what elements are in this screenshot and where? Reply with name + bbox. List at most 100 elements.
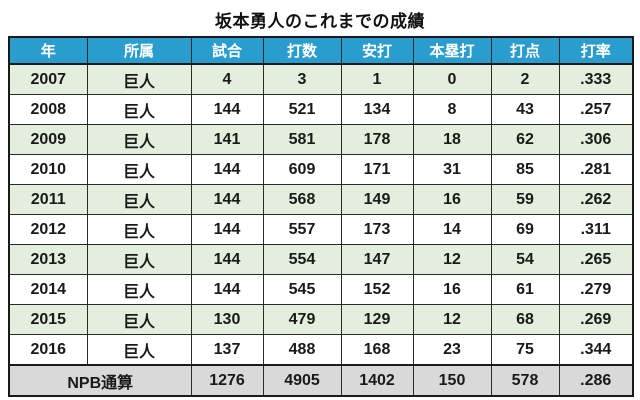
homers-cell: 23	[412, 334, 492, 366]
games-cell: 130	[190, 304, 264, 335]
team-cell: 巨人	[86, 124, 192, 155]
header-homers: 本塁打	[412, 36, 492, 65]
header-row: 年 所属 試合 打数 安打 本塁打 打点 打率	[8, 36, 634, 65]
games-cell: 144	[190, 184, 264, 215]
atbats-cell: 3	[262, 63, 342, 95]
year-cell: 2009	[8, 124, 88, 155]
hits-cell: 147	[340, 244, 414, 275]
team-cell: 巨人	[86, 334, 192, 366]
table-row: 2010 巨人 144 609 171 31 85.281	[8, 154, 634, 185]
average-cell: .286	[558, 364, 634, 397]
team-cell: 巨人	[86, 94, 192, 125]
table-row: 2007 巨人 4 3 1 0 2.333	[8, 63, 634, 95]
year-cell: 2016	[8, 334, 88, 366]
rbis-cell: 69	[490, 214, 560, 245]
average-cell: .269	[558, 304, 634, 335]
homers-cell: 18	[412, 124, 492, 155]
team-cell: 巨人	[86, 154, 192, 185]
hits-cell: 152	[340, 274, 414, 305]
rbis-cell: 62	[490, 124, 560, 155]
team-cell: 巨人	[86, 274, 192, 305]
homers-cell: 14	[412, 214, 492, 245]
average-cell: .265	[558, 244, 634, 275]
total-label: NPB通算	[8, 364, 192, 397]
header-team: 所属	[86, 36, 192, 65]
atbats-cell: 4905	[262, 364, 342, 397]
hits-cell: 1402	[340, 364, 414, 397]
homers-cell: 16	[412, 184, 492, 215]
atbats-cell: 609	[262, 154, 342, 185]
page-title: 坂本勇人のこれまでの成績	[215, 12, 425, 31]
games-cell: 1276	[190, 364, 264, 397]
table-body: 2007 巨人 4 3 1 0 2.333 2008 巨人 144 521 134 8 43.257 200…	[8, 63, 634, 397]
rbis-cell: 75	[490, 334, 560, 366]
team-cell: 巨人	[86, 214, 192, 245]
hits-cell: 134	[340, 94, 414, 125]
rbis-cell: 578	[490, 364, 560, 397]
average-cell: .306	[558, 124, 634, 155]
games-cell: 144	[190, 214, 264, 245]
homers-cell: 0	[412, 63, 492, 95]
year-cell: 2010	[8, 154, 88, 185]
atbats-cell: 581	[262, 124, 342, 155]
games-cell: 4	[190, 63, 264, 95]
year-cell: 2012	[8, 214, 88, 245]
table-row: 2013 巨人 144 554 147 12 54.265	[8, 244, 634, 275]
rbis-cell: 54	[490, 244, 560, 275]
rbis-cell: 43	[490, 94, 560, 125]
atbats-cell: 521	[262, 94, 342, 125]
year-cell: 2008	[8, 94, 88, 125]
homers-cell: 12	[412, 304, 492, 335]
average-cell: .311	[558, 214, 634, 245]
header-year: 年	[8, 36, 88, 65]
hits-cell: 171	[340, 154, 414, 185]
average-cell: .333	[558, 63, 634, 95]
header-games: 試合	[190, 36, 264, 65]
year-cell: 2011	[8, 184, 88, 215]
homers-cell: 150	[412, 364, 492, 397]
games-cell: 144	[190, 94, 264, 125]
games-cell: 144	[190, 244, 264, 275]
rbis-cell: 2	[490, 63, 560, 95]
games-cell: 144	[190, 154, 264, 185]
year-cell: 2007	[8, 63, 88, 95]
team-cell: 巨人	[86, 304, 192, 335]
homers-cell: 8	[412, 94, 492, 125]
table-row: 2009 巨人 141 581 178 18 62.306	[8, 124, 634, 155]
atbats-cell: 488	[262, 334, 342, 366]
table-row: 2014 巨人 144 545 152 16 61.279	[8, 274, 634, 305]
year-cell: 2015	[8, 304, 88, 335]
table-row: 2012 巨人 144 557 173 14 69.311	[8, 214, 634, 245]
games-cell: 137	[190, 334, 264, 366]
rbis-cell: 61	[490, 274, 560, 305]
average-cell: .281	[558, 154, 634, 185]
rbis-cell: 68	[490, 304, 560, 335]
header-hits: 安打	[340, 36, 414, 65]
header-atbats: 打数	[262, 36, 342, 65]
homers-cell: 12	[412, 244, 492, 275]
average-cell: .262	[558, 184, 634, 215]
hits-cell: 149	[340, 184, 414, 215]
hits-cell: 1	[340, 63, 414, 95]
rbis-cell: 59	[490, 184, 560, 215]
year-cell: 2014	[8, 274, 88, 305]
table-row: 2016 巨人 137 488 168 23 75.344	[8, 334, 634, 366]
atbats-cell: 557	[262, 214, 342, 245]
average-cell: .257	[558, 94, 634, 125]
hits-cell: 173	[340, 214, 414, 245]
hits-cell: 178	[340, 124, 414, 155]
team-cell: 巨人	[86, 184, 192, 215]
table-row: 2008 巨人 144 521 134 8 43.257	[8, 94, 634, 125]
team-cell: 巨人	[86, 63, 192, 95]
atbats-cell: 545	[262, 274, 342, 305]
games-cell: 144	[190, 274, 264, 305]
average-cell: .344	[558, 334, 634, 366]
header-average: 打率	[558, 36, 634, 65]
homers-cell: 16	[412, 274, 492, 305]
games-cell: 141	[190, 124, 264, 155]
hits-cell: 168	[340, 334, 414, 366]
atbats-cell: 554	[262, 244, 342, 275]
rbis-cell: 85	[490, 154, 560, 185]
table-row: 2015 巨人 130 479 129 12 68.269	[8, 304, 634, 335]
